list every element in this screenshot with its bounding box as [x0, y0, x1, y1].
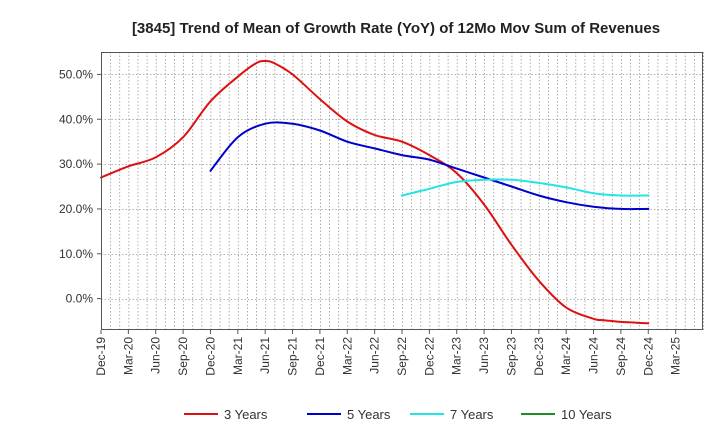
x-tick-label: Dec-23 [532, 337, 546, 376]
x-tick-label: Jun-22 [368, 337, 382, 374]
plot-area [101, 52, 703, 330]
legend: 3 Years 5 Years 7 Years 10 Years [184, 407, 612, 422]
x-tick-label: Mar-20 [121, 337, 135, 375]
x-tick-label: Mar-23 [450, 337, 464, 375]
y-tick-label: 10.0% [59, 247, 93, 261]
x-tick-label: Mar-21 [231, 337, 245, 375]
x-tick-label: Dec-21 [313, 337, 327, 376]
x-tick-label: Jun-24 [587, 337, 601, 374]
x-tick-label: Sep-21 [286, 337, 300, 376]
grid-lines [101, 52, 704, 330]
x-tick-label: Dec-19 [94, 337, 108, 376]
x-tick-label: Jun-20 [149, 337, 163, 374]
x-tick-label: Dec-24 [641, 337, 655, 376]
y-tick-label: 30.0% [59, 157, 93, 171]
y-axis-ticks: 0.0% 10.0% 20.0% 30.0% 40.0% 50.0% [59, 67, 101, 306]
y-tick-label: 0.0% [66, 292, 94, 306]
x-tick-label: Mar-22 [340, 337, 354, 375]
series-line-0 [100, 59, 650, 325]
x-tick-label: Dec-22 [422, 337, 436, 376]
axes [101, 52, 703, 330]
x-tick-label: Dec-20 [204, 337, 218, 376]
legend-label-2: 7 Years [450, 407, 494, 422]
x-tick-label: Sep-22 [395, 337, 409, 376]
plot-border [101, 52, 703, 330]
x-tick-label: Sep-20 [176, 337, 190, 376]
x-tick-label: Jun-23 [477, 337, 491, 374]
legend-label-1: 5 Years [347, 407, 391, 422]
legend-label-3: 10 Years [561, 407, 612, 422]
series-layer [100, 59, 650, 325]
series-line-1 [209, 121, 650, 211]
x-tick-label: Jun-21 [258, 337, 272, 374]
y-tick-label: 50.0% [59, 67, 93, 81]
plot-background [101, 52, 703, 330]
x-axis-ticks: Dec-19 Mar-20 Jun-20 Sep-20 Dec-20 Mar-21 Jun-… [94, 330, 683, 376]
y-tick-label: 20.0% [59, 202, 93, 216]
x-tick-label: Mar-25 [669, 337, 683, 375]
series-line-2 [401, 178, 650, 197]
chart-title: [3845] Trend of Mean of Growth Rate (YoY… [132, 20, 660, 37]
x-tick-label: Sep-24 [614, 337, 628, 376]
x-tick-label: Mar-24 [559, 337, 573, 375]
legend-label-0: 3 Years [224, 407, 268, 422]
x-tick-label: Sep-23 [505, 337, 519, 376]
y-tick-label: 40.0% [59, 112, 93, 126]
